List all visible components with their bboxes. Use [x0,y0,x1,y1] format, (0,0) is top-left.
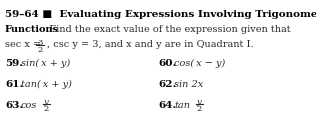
Text: cos( x − y): cos( x − y) [174,59,225,68]
Text: 2: 2 [43,105,48,113]
Text: 59–64 ■  Evaluating Expressions Involving Trigonometric: 59–64 ■ Evaluating Expressions Involving… [5,10,316,19]
Text: cos: cos [21,101,37,110]
Text: y: y [196,98,201,106]
Text: 2: 2 [196,105,201,113]
Text: 63.: 63. [5,101,23,110]
Text: sec x =: sec x = [5,40,44,49]
Text: Functions: Functions [5,25,59,34]
Text: tan( x + y): tan( x + y) [21,80,72,89]
Text: 64.: 64. [158,101,176,110]
Text: y: y [43,98,48,106]
Text: sin 2x: sin 2x [174,80,203,89]
Text: 2: 2 [37,46,43,54]
Text: 61.: 61. [5,80,23,89]
Text: sin( x + y): sin( x + y) [21,59,70,68]
Text: tan: tan [174,101,190,110]
Text: 3: 3 [37,39,43,47]
Text: Find the exact value of the expression given that: Find the exact value of the expression g… [43,25,291,34]
Text: , csc y = 3, and x and y are in Quadrant I.: , csc y = 3, and x and y are in Quadrant… [47,40,254,49]
Text: 60.: 60. [158,59,176,68]
Text: 62.: 62. [158,80,176,89]
Text: 59.: 59. [5,59,23,68]
